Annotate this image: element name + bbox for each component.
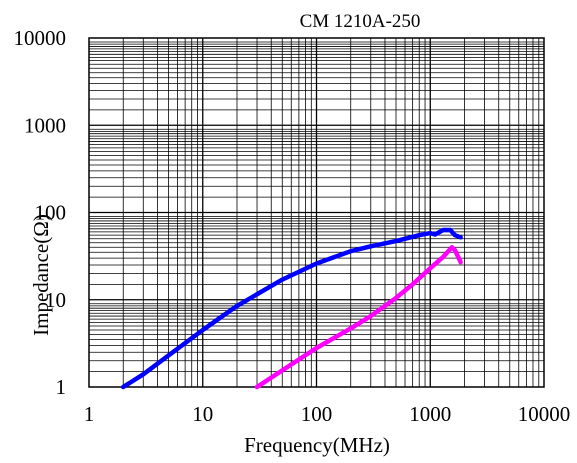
chart-title: CM 1210A-250 <box>300 11 421 32</box>
major-gridlines <box>89 38 544 387</box>
x-tick-label: 100 <box>301 402 333 426</box>
x-tick-label: 10 <box>192 402 213 426</box>
series-layer <box>120 227 463 390</box>
x-tick-labels: 1 10 100 1000 10000 <box>84 402 571 426</box>
y-tick-label: 1000 <box>24 113 66 137</box>
series-line-1 <box>120 227 463 390</box>
plot-frame <box>88 37 545 388</box>
y-tick-label: 10 <box>45 288 66 312</box>
x-tick-label: 1000 <box>409 402 451 426</box>
y-tick-label: 1 <box>56 375 67 399</box>
y-tick-label: 10000 <box>14 26 67 50</box>
x-tick-label: 1 <box>84 402 95 426</box>
y-tick-labels: 1 10 100 1000 10000 <box>14 26 67 399</box>
x-tick-label: 10000 <box>518 402 571 426</box>
series-line-2 <box>254 244 463 390</box>
x-axis-title: Frequency(MHz) <box>244 433 390 457</box>
y-tick-label: 100 <box>35 201 67 225</box>
y-axis-title: Impedance(Ω) <box>29 214 53 336</box>
